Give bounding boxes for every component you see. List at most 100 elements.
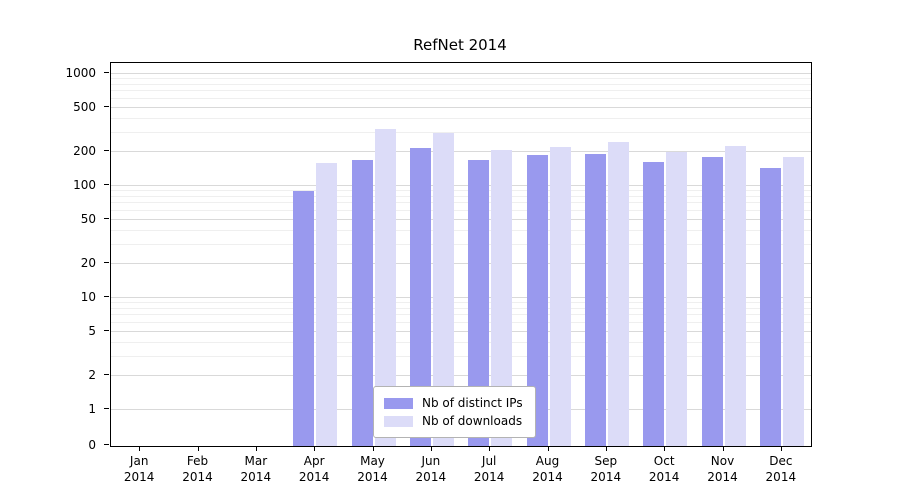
plot-area: Nb of distinct IPs Nb of downloads	[110, 62, 812, 447]
bar-downloads	[491, 149, 513, 446]
y-tick-mark	[104, 150, 109, 152]
x-tick-mark	[197, 446, 199, 451]
minor-gridline	[111, 243, 811, 245]
minor-gridline	[111, 314, 811, 316]
x-tick-mark	[664, 446, 666, 451]
legend-swatch-downloads	[384, 415, 413, 427]
y-tick-label: 10	[80, 290, 96, 304]
minor-gridline	[111, 321, 811, 323]
minor-gridline	[111, 190, 811, 192]
minor-gridline	[111, 97, 811, 99]
minor-gridline	[111, 131, 811, 133]
y-tick-label: 1000	[65, 66, 96, 80]
y-tick-mark	[104, 184, 109, 185]
y-tick-mark	[104, 262, 109, 264]
y-tick-label: 200	[73, 144, 96, 159]
x-axis-ticks: Jan 2014 Feb 2014 Mar 2014 Apr 2014 May 2014…	[110, 446, 810, 490]
legend-swatch-distinct-ips	[384, 397, 413, 409]
y-tick-mark	[104, 444, 109, 445]
bar-downloads	[724, 145, 746, 446]
major-gridline	[111, 151, 811, 153]
x-tick-label: Jun 2014	[415, 454, 447, 484]
major-gridline	[111, 73, 811, 74]
x-tick-label: Oct 2014	[648, 454, 680, 484]
y-tick-label: 0	[88, 438, 96, 452]
x-tick-label: Dec 2014	[765, 454, 797, 484]
x-tick-label: Jul 2014	[473, 454, 505, 484]
major-gridline	[111, 106, 811, 108]
major-gridline	[111, 330, 811, 332]
x-tick-mark	[489, 446, 491, 451]
y-tick-mark	[104, 329, 109, 331]
bars-layer	[111, 63, 811, 446]
legend-label-downloads: Nb of downloads	[422, 414, 523, 428]
bar-distinct-ips	[526, 154, 548, 446]
x-tick-mark	[314, 446, 316, 451]
bar-distinct-ips	[293, 191, 315, 446]
x-tick-mark	[255, 446, 257, 451]
x-tick-mark	[430, 446, 432, 451]
major-gridline	[111, 263, 811, 265]
x-tick-mark	[780, 446, 782, 451]
minor-gridline	[111, 355, 811, 357]
bar-downloads	[549, 146, 571, 446]
x-tick-mark	[547, 446, 549, 451]
bar-distinct-ips	[701, 157, 723, 446]
y-tick-label: 100	[73, 178, 96, 192]
minor-gridline	[111, 117, 811, 119]
y-tick-mark	[104, 217, 109, 219]
x-tick-label: Mar 2014	[240, 454, 272, 484]
bar-downloads	[432, 132, 454, 446]
bar-downloads	[607, 142, 629, 446]
y-tick-mark	[104, 72, 109, 73]
minor-gridline	[111, 90, 811, 92]
minor-gridline	[111, 302, 811, 304]
y-tick-mark	[104, 105, 109, 107]
major-gridline	[111, 375, 811, 377]
y-tick-label: 50	[80, 211, 96, 226]
minor-gridline	[111, 202, 811, 204]
minor-gridline	[111, 341, 811, 343]
x-tick-label: Sep 2014	[590, 454, 622, 484]
y-tick-label: 1	[88, 402, 96, 416]
x-tick-mark	[372, 446, 374, 451]
minor-gridline	[111, 209, 811, 211]
minor-gridline	[111, 83, 811, 85]
y-axis-ticks: 0 1 2 5 10 20 50 100 200 500 1000	[0, 62, 110, 452]
bar-distinct-ips	[643, 161, 665, 446]
bar-downloads	[782, 157, 804, 446]
bar-distinct-ips	[584, 153, 606, 446]
bar-downloads	[374, 129, 396, 446]
x-tick-label: Apr 2014	[298, 454, 330, 484]
x-tick-label: May 2014	[357, 454, 388, 484]
y-tick-label: 5	[88, 323, 96, 338]
x-tick-label: Feb 2014	[182, 454, 213, 484]
x-tick-mark	[722, 446, 724, 451]
legend-item-downloads: Nb of downloads	[384, 412, 523, 430]
y-tick-label: 20	[80, 256, 96, 271]
y-tick-mark	[104, 296, 109, 297]
bar-downloads	[666, 152, 688, 446]
y-tick-mark	[104, 374, 109, 376]
minor-gridline	[111, 229, 811, 231]
x-tick-mark	[139, 446, 141, 451]
chart-title: RefNet 2014	[413, 36, 507, 54]
x-tick-label: Aug 2014	[532, 454, 563, 484]
minor-gridline	[111, 195, 811, 197]
legend-label-distinct-ips: Nb of distinct IPs	[422, 396, 523, 410]
y-tick-label: 2	[88, 368, 96, 383]
legend-item-distinct-ips: Nb of distinct IPs	[384, 394, 523, 412]
y-tick-label: 500	[73, 99, 96, 114]
bar-distinct-ips	[351, 160, 373, 446]
x-tick-label: Nov 2014	[707, 454, 738, 484]
bar-distinct-ips	[409, 147, 431, 446]
bar-distinct-ips	[468, 160, 490, 446]
bar-distinct-ips	[759, 167, 781, 446]
x-tick-mark	[605, 446, 607, 451]
x-tick-label: Jan 2014	[123, 454, 155, 484]
major-gridline	[111, 218, 811, 220]
minor-gridline	[111, 78, 811, 80]
major-gridline	[111, 297, 811, 298]
major-gridline	[111, 185, 811, 186]
